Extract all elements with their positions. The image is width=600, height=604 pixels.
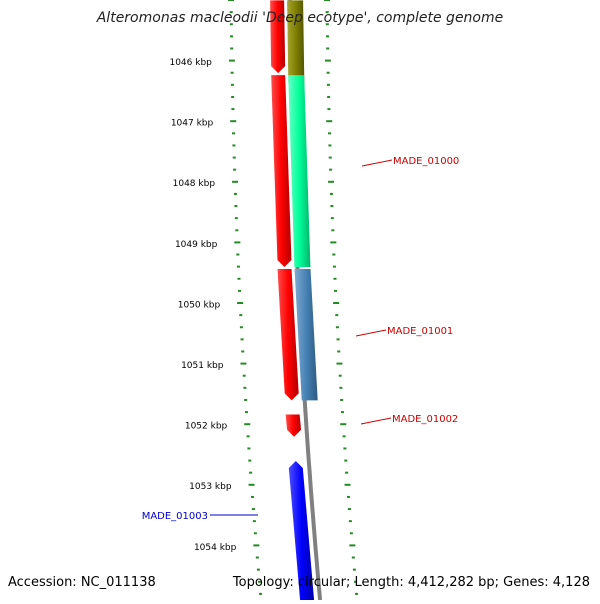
- scale-label: 1049 kbp: [175, 240, 218, 250]
- gene-label-line: [355, 329, 387, 337]
- gene-label-line: [360, 417, 392, 425]
- scale-label: 1048 kbp: [173, 179, 216, 189]
- gene-label-made_01001[interactable]: MADE_01001: [387, 326, 453, 337]
- cds-arrow-made_01001[interactable]: [277, 269, 299, 401]
- scale-label: 1046 kbp: [169, 58, 212, 68]
- gene-label-made_01003[interactable]: MADE_01003: [142, 511, 208, 522]
- feature-band-made_01000[interactable]: [288, 75, 311, 268]
- gene-label-made_01000[interactable]: MADE_01000: [393, 156, 459, 167]
- scale-label: 1052 kbp: [185, 422, 228, 432]
- gene-label-made_01002[interactable]: MADE_01002: [392, 414, 458, 425]
- accession-text: Accession: NC_011138: [8, 575, 156, 590]
- feature-band[interactable]: [287, 0, 305, 84]
- cds-arrow[interactable]: [270, 0, 286, 74]
- scale-label: 1054 kbp: [194, 543, 237, 553]
- feature-band-made_01001[interactable]: [294, 269, 318, 401]
- cds-arrow-made_01003[interactable]: [288, 460, 315, 600]
- scale-label: 1050 kbp: [178, 300, 221, 310]
- gene-label-line: [361, 159, 393, 167]
- scale-label: 1047 kbp: [171, 119, 214, 129]
- genome-summary-text: Topology: circular; Length: 4,412,282 bp…: [232, 575, 590, 590]
- map-title: Alteromonas macleodii 'Deep ecotype', co…: [96, 10, 504, 26]
- scale-label: 1051 kbp: [181, 361, 224, 371]
- cds-arrow-made_01000[interactable]: [271, 75, 292, 268]
- cds-arrow-made_01002[interactable]: [285, 414, 302, 437]
- scale-label: 1053 kbp: [189, 482, 232, 492]
